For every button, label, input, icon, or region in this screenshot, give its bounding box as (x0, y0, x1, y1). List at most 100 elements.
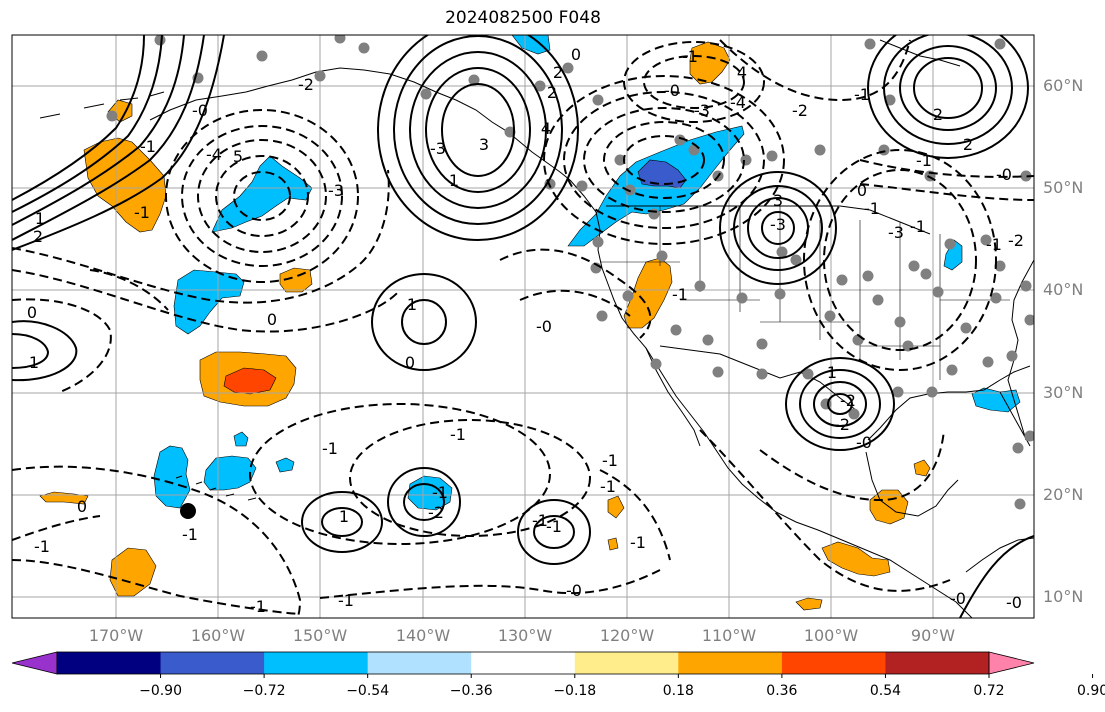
contour-label: 3 (773, 191, 783, 210)
station-dot (694, 280, 706, 292)
contour-line (249, 403, 551, 545)
lon-label: 130°W (497, 626, 553, 645)
station-dot (674, 134, 686, 146)
hawaii-islands (175, 475, 257, 501)
station-dot (920, 268, 932, 280)
contour-label: 1 (29, 353, 39, 372)
aleutian-islands (39, 91, 165, 119)
contour-line (12, 35, 225, 251)
contour-line (799, 369, 881, 439)
station-dot (756, 338, 768, 350)
contour-line (883, 35, 1013, 145)
contour-line (181, 125, 343, 267)
contour-line (623, 41, 765, 123)
contour-label: 4 (737, 63, 747, 82)
station-dot (256, 50, 268, 62)
contour-line (12, 35, 145, 201)
east-coast (1007, 259, 1034, 441)
hudson-bay (879, 39, 961, 67)
contour-label: 2 (547, 83, 557, 102)
station-dot (648, 208, 660, 220)
contour-label: 0 (857, 181, 867, 200)
station-dot (592, 236, 604, 248)
contour-label: -4 (206, 145, 222, 164)
marker-black-dot (180, 503, 196, 519)
shaded-anomalies (39, 35, 1021, 611)
station-dot (576, 180, 588, 192)
contour-line (441, 83, 515, 177)
lon-label: 90°W (910, 626, 956, 645)
contour-line (543, 75, 785, 245)
station-dot (420, 88, 432, 100)
alaska-coast (149, 67, 571, 181)
contour-label: -1 (864, 199, 880, 218)
contour-label: 0 (405, 353, 415, 372)
lat-label: 20°N (1043, 485, 1084, 504)
colorbar-tick-label: −0.54 (346, 683, 390, 699)
contour-label: 1 (407, 295, 417, 314)
station-dot (596, 310, 608, 322)
contour-line (643, 55, 745, 109)
station-dot (650, 358, 662, 370)
gulf-coast (867, 365, 1031, 441)
contour-line (425, 67, 531, 193)
anomaly-region (795, 597, 823, 611)
station-dot (622, 290, 634, 302)
contour-line (401, 299, 447, 345)
contour-line (761, 211, 795, 245)
contour-label: -0 (996, 165, 1012, 184)
contour-line (371, 273, 477, 371)
contour-label: -1 (854, 85, 870, 104)
us-mexico-border (659, 345, 857, 411)
contour-line (12, 333, 50, 369)
contour-label: -2 (428, 503, 444, 522)
anomaly-region (153, 445, 191, 509)
contour-label: -2 (298, 75, 314, 94)
contour-line (803, 149, 997, 371)
contour-label: -0 (664, 81, 680, 100)
contour-label: -1 (338, 591, 354, 610)
colorbar-tick-label: −0.72 (242, 683, 286, 699)
contour-label: -3 (694, 101, 710, 120)
contour-line (319, 569, 661, 599)
anomaly-region (637, 159, 687, 189)
contour-label: -0 (192, 101, 208, 120)
contour-line (499, 248, 652, 339)
contour-line (623, 135, 705, 185)
station-dot (776, 246, 788, 258)
contour-line (12, 465, 302, 618)
contour-label: -1 (910, 217, 926, 236)
contour-label: -1 (682, 47, 698, 66)
lat-label: 30°N (1043, 383, 1084, 402)
contour-line (759, 429, 945, 502)
station-dot (790, 254, 802, 266)
contour-label: -1 (916, 151, 932, 170)
contour-label: -3 (888, 223, 904, 242)
lon-label: 160°W (190, 626, 246, 645)
contour-label: 0 (77, 497, 87, 516)
contour-label: -3 (770, 215, 786, 234)
contour-line (859, 159, 1034, 178)
contour-line (517, 499, 591, 565)
colorbar-tick-label: −0.36 (449, 683, 493, 699)
colorbar-tick-label: 0.36 (766, 683, 798, 699)
lon-label: 170°W (88, 626, 144, 645)
contour-label: -1 (600, 477, 616, 496)
station-dot (982, 356, 994, 368)
anomaly-region (511, 35, 551, 55)
station-dot (802, 368, 814, 380)
station-dot (884, 94, 896, 106)
contour-label: -1 (532, 511, 548, 530)
anomaly-region (821, 541, 891, 577)
contour-line (403, 483, 445, 521)
anomaly-region (223, 367, 277, 395)
contour-line (409, 51, 547, 209)
station-dot (756, 368, 768, 380)
anomaly-region (943, 239, 963, 271)
station-dot (624, 184, 636, 196)
contour-label: 1 (35, 209, 45, 228)
station-dot (504, 126, 516, 138)
map-frame (11, 34, 1035, 619)
contour-line (899, 45, 997, 131)
contour-line (321, 507, 363, 537)
